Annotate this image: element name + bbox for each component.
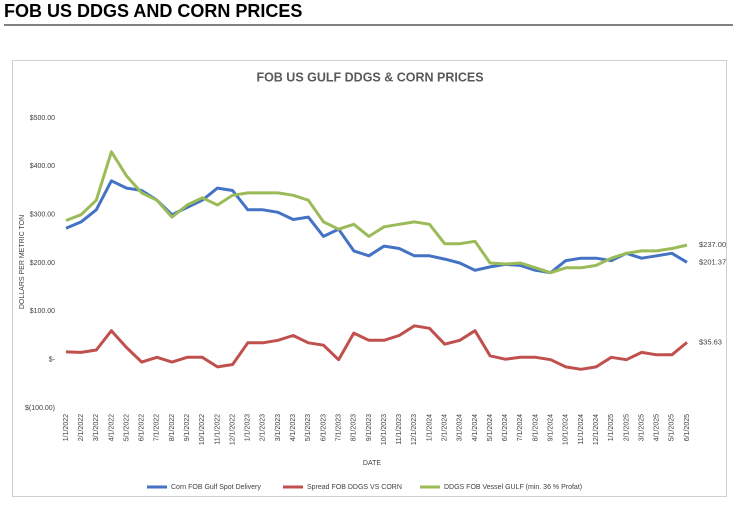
x-tick-label: 8/1/2022 — [169, 414, 176, 441]
x-tick-label: 8/1/2024 — [532, 414, 539, 441]
x-tick-label: 11/1/2024 — [578, 414, 585, 445]
x-tick-label: 2/1/2025 — [623, 414, 630, 441]
x-tick-label: 4/1/2024 — [472, 414, 479, 441]
x-tick-label: 4/1/2023 — [290, 414, 297, 441]
x-tick-label: 1/1/2023 — [245, 414, 252, 441]
x-tick-label: 11/1/2022 — [214, 414, 221, 445]
x-tick-label: 7/1/2023 — [335, 414, 342, 441]
x-tick-label: 9/1/2022 — [184, 414, 191, 441]
legend-label: Spread FOB DDGS VS CORN — [307, 484, 402, 491]
end-label: $201.37 — [699, 257, 726, 266]
x-tick-label: 5/1/2022 — [123, 414, 130, 441]
x-tick-label: 7/1/2024 — [517, 414, 524, 441]
x-tick-label: 3/1/2024 — [457, 414, 464, 441]
page-title: FOB US DDGS AND CORN PRICES — [4, 1, 302, 21]
y-axis-label: DOLLARS PER METRIC TON — [19, 215, 26, 309]
x-tick-label: 12/1/2023 — [411, 414, 418, 445]
x-tick-label: 8/1/2023 — [351, 414, 358, 441]
x-tick-label: 5/1/2025 — [669, 414, 676, 441]
x-tick-label: 6/1/2023 — [320, 414, 327, 441]
y-tick-label: $- — [49, 357, 56, 364]
x-tick-label: 6/1/2024 — [502, 414, 509, 441]
x-tick-label: 3/1/2025 — [638, 414, 645, 441]
x-tick-label: 10/1/2024 — [563, 414, 570, 445]
x-tick-label: 4/1/2025 — [654, 414, 661, 441]
x-tick-label: 2/1/2023 — [260, 414, 267, 441]
y-tick-label: $200.00 — [30, 260, 55, 267]
x-tick-label: 5/1/2023 — [305, 414, 312, 441]
x-tick-label: 2/1/2022 — [78, 414, 85, 441]
x-tick-label: 1/1/2025 — [608, 414, 615, 441]
y-tick-label: $500.00 — [30, 115, 55, 122]
chart-title: FOB US GULF DDGS & CORN PRICES — [256, 70, 483, 84]
x-tick-label: 3/1/2022 — [93, 414, 100, 441]
x-tick-label: 10/1/2023 — [381, 414, 388, 445]
y-tick-label: $100.00 — [30, 308, 55, 315]
x-axis-label: DATE — [363, 460, 381, 467]
y-tick-label: $(100.00) — [25, 405, 55, 412]
series-line — [65, 324, 688, 371]
x-tick-label: 12/1/2024 — [593, 414, 600, 445]
chart-frame — [12, 60, 727, 497]
x-tick-label: 5/1/2024 — [487, 414, 494, 441]
x-tick-label: 1/1/2022 — [63, 414, 70, 441]
x-tick-label: 6/1/2022 — [139, 414, 146, 441]
legend-label: Corn FOB Gulf Spot Delivery — [171, 484, 261, 491]
x-tick-label: 11/1/2023 — [396, 414, 403, 445]
end-label: $237.00 — [699, 240, 726, 249]
x-tick-label: 1/1/2024 — [426, 414, 433, 441]
x-tick-label: 7/1/2022 — [154, 414, 161, 441]
series-line — [65, 150, 688, 275]
x-tick-label: 2/1/2024 — [442, 414, 449, 441]
y-tick-label: $400.00 — [30, 163, 55, 170]
x-tick-label: 9/1/2024 — [548, 414, 555, 441]
y-tick-label: $300.00 — [30, 212, 55, 219]
x-tick-label: 10/1/2022 — [199, 414, 206, 445]
x-tick-label: 12/1/2022 — [229, 414, 236, 445]
end-label: $35.63 — [699, 337, 722, 346]
x-tick-label: 3/1/2023 — [275, 414, 282, 441]
legend-label: DDGS FOB Vessel GULF (min. 36 % Profat) — [444, 484, 582, 491]
x-tick-label: 6/1/2025 — [684, 414, 691, 441]
x-tick-label: 9/1/2023 — [366, 414, 373, 441]
x-tick-label: 4/1/2022 — [108, 414, 115, 441]
